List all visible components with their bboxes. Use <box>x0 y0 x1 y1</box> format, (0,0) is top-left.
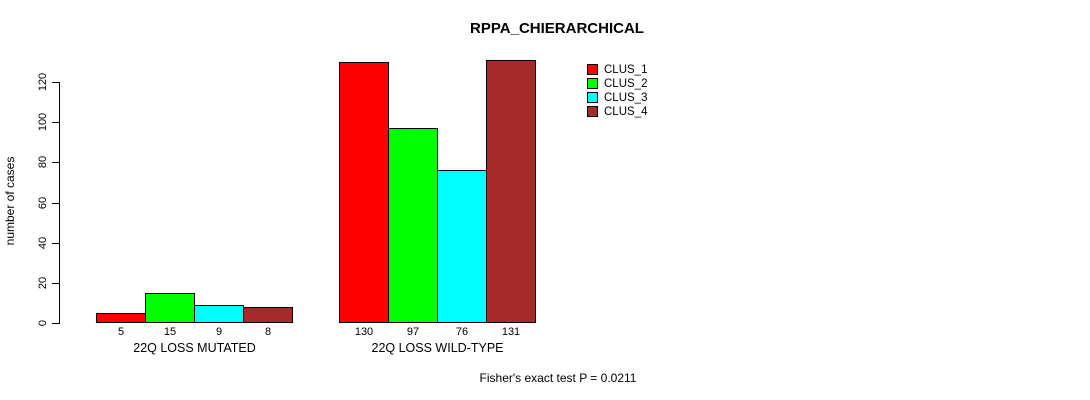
legend-swatch-clus_4 <box>587 106 598 117</box>
y-tick-label: 20 <box>37 276 49 290</box>
legend-swatch-clus_1 <box>587 64 598 75</box>
y-tick-label: 60 <box>37 196 49 210</box>
chart-title: RPPA_CHIERARCHICAL <box>470 20 644 37</box>
legend-item-clus_4: CLUS_4 <box>587 105 648 118</box>
legend-item-clus_3: CLUS_3 <box>587 91 648 104</box>
bar-clus_3-group2 <box>437 170 487 323</box>
y-tick-mark <box>52 203 59 204</box>
fisher-test-annotation: Fisher's exact test P = 0.0211 <box>479 371 637 385</box>
y-tick-mark <box>52 243 59 244</box>
y-axis-label: number of cases <box>3 156 17 246</box>
bar-value-label: 131 <box>501 326 521 338</box>
y-tick-mark <box>52 162 59 163</box>
bar-clus_1-group2 <box>339 62 389 323</box>
y-tick-mark <box>52 283 59 284</box>
bar-clus_4-group2 <box>486 60 536 323</box>
bar-clus_3-group1 <box>194 305 244 323</box>
bar-clus_1-group1 <box>96 313 146 323</box>
bar-value-label: 5 <box>117 326 125 338</box>
y-axis-line <box>59 82 60 324</box>
bar-clus_2-group2 <box>388 128 438 323</box>
bar-value-label: 15 <box>163 326 177 338</box>
y-tick-mark <box>52 323 59 324</box>
bar-clus_4-group1 <box>243 307 293 323</box>
y-tick-label: 100 <box>37 112 49 132</box>
legend-label: CLUS_4 <box>604 105 648 118</box>
bar-value-label: 8 <box>264 326 272 338</box>
bar-value-label: 97 <box>406 326 420 338</box>
legend-item-clus_1: CLUS_1 <box>587 63 648 76</box>
legend-label: CLUS_2 <box>604 77 648 90</box>
y-tick-label: 0 <box>37 319 49 327</box>
legend-label: CLUS_3 <box>604 91 648 104</box>
legend-swatch-clus_2 <box>587 78 598 89</box>
bar-value-label: 130 <box>354 326 374 338</box>
bar-value-label: 9 <box>215 326 223 338</box>
legend-swatch-clus_3 <box>587 92 598 103</box>
bar-value-label: 76 <box>455 326 469 338</box>
y-tick-label: 80 <box>37 155 49 169</box>
y-tick-label: 40 <box>37 236 49 250</box>
legend-item-clus_2: CLUS_2 <box>587 77 648 90</box>
legend-label: CLUS_1 <box>604 63 648 76</box>
legend: CLUS_1 CLUS_2 CLUS_3 CLUS_4 <box>587 64 647 120</box>
y-tick-label: 120 <box>37 72 49 92</box>
group-label-1: 22Q LOSS MUTATED <box>133 341 256 355</box>
bar-clus_2-group1 <box>145 293 195 323</box>
y-tick-mark <box>52 82 59 83</box>
group-label-2: 22Q LOSS WILD-TYPE <box>371 341 504 355</box>
y-tick-mark <box>52 122 59 123</box>
